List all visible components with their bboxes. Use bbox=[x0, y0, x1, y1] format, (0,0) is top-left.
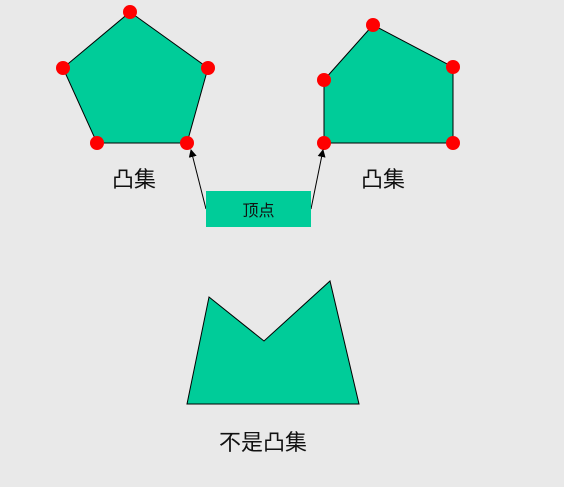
right-pentagon-vertex-right-bottom bbox=[446, 136, 460, 150]
vertex-label-box: 顶点 bbox=[206, 191, 311, 227]
left-pentagon-vertex-top bbox=[123, 5, 137, 19]
right-convex-label: 凸集 bbox=[361, 168, 406, 193]
right-pentagon-vertex-left-top bbox=[317, 73, 331, 87]
left-convex-label: 凸集 bbox=[112, 168, 157, 193]
left-pentagon-vertex-left bbox=[56, 61, 70, 75]
left-pentagon-vertex-right bbox=[201, 61, 215, 75]
arrow-to-left-vertex bbox=[188, 149, 207, 210]
left-pentagon-shape bbox=[62, 11, 209, 144]
left-pentagon-vertex-bottom-left bbox=[90, 136, 104, 150]
vertex-label-text: 顶点 bbox=[242, 201, 275, 220]
arrow-to-right-vertex bbox=[310, 149, 326, 210]
right-pentagon-vertex-top bbox=[366, 18, 380, 32]
not-convex-label: 不是凸集 bbox=[219, 431, 308, 456]
right-pentagon-shape bbox=[323, 24, 454, 144]
right-pentagon-vertex-left-bottom bbox=[317, 136, 331, 150]
right-pentagon-vertex-right-top bbox=[446, 60, 460, 74]
non-convex-shape bbox=[186, 280, 360, 405]
left-pentagon-vertex-bottom-right bbox=[180, 136, 194, 150]
